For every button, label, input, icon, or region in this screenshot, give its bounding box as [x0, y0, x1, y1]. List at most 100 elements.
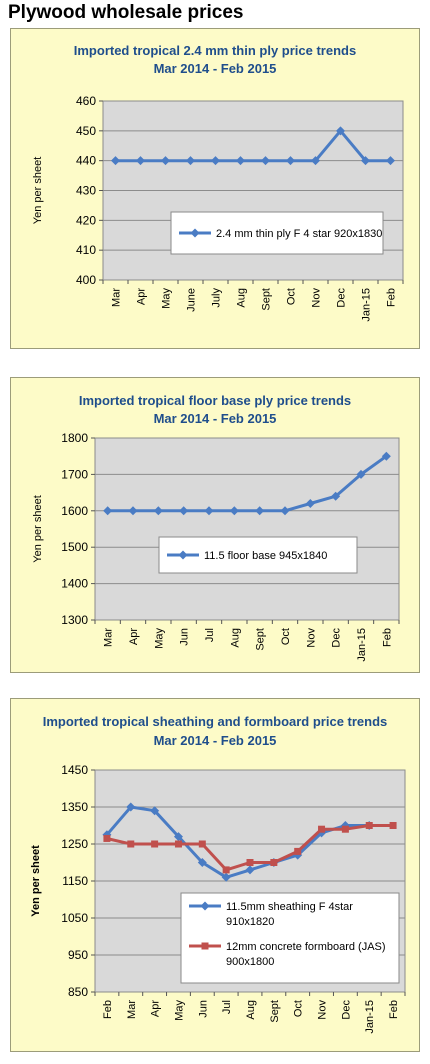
y-tick-label: 450	[76, 124, 96, 138]
data-point	[161, 156, 170, 166]
data-point	[150, 806, 160, 816]
x-tick-label: Nov	[305, 628, 317, 648]
x-tick-label: Feb	[388, 1000, 400, 1019]
chart-floor-base: Imported tropical floor base ply price t…	[32, 393, 400, 662]
chart-sheathing-formboard: Imported tropical sheathing and formboar…	[30, 714, 406, 1034]
data-point	[151, 840, 159, 848]
y-tick-label: 430	[76, 184, 96, 198]
x-tick-label: Sept	[261, 288, 273, 311]
data-point	[270, 859, 278, 866]
data-point	[136, 156, 145, 166]
legend-label: 11.5 floor base 945x1840	[204, 550, 327, 562]
data-point	[255, 506, 265, 516]
data-point	[361, 156, 370, 166]
legend-label: 11.5mm sheathing F 4star 910x1820	[226, 901, 353, 928]
x-tick-label: Feb	[386, 288, 398, 307]
data-point	[153, 506, 163, 516]
data-point	[386, 156, 395, 166]
y-tick-label: 1050	[61, 911, 88, 925]
y-tick-label: 1250	[61, 837, 88, 851]
legend-marker	[200, 901, 210, 911]
y-axis-label: Yen per sheet	[32, 495, 44, 562]
x-tick-label: Nov	[311, 288, 323, 308]
legend-label: 2.4 mm thin ply F 4 star 920x1830	[216, 228, 382, 240]
chart-title: Imported tropical floor base ply price t…	[79, 393, 351, 408]
data-point	[111, 156, 120, 166]
data-point	[128, 506, 138, 516]
x-tick-label: May	[173, 1000, 185, 1021]
chart-panel-thin-ply: Imported tropical 2.4 mm thin ply price …	[10, 28, 420, 349]
data-point	[179, 506, 189, 516]
chart-subtitle: Mar 2014 - Feb 2015	[154, 61, 277, 76]
data-point	[174, 840, 182, 848]
x-tick-label: Aug	[236, 288, 248, 308]
data-point	[204, 506, 214, 516]
plot-area	[94, 437, 400, 621]
chart-panel-floor-base: Imported tropical floor base ply price t…	[10, 377, 420, 673]
data-point	[341, 825, 349, 833]
data-point	[197, 858, 207, 867]
x-tick-label: Apr	[128, 628, 140, 645]
data-point	[336, 126, 345, 136]
data-point	[318, 825, 326, 833]
data-point	[293, 850, 303, 860]
x-tick-label: Oct	[286, 288, 298, 305]
x-tick-label: Dec	[336, 288, 348, 308]
x-tick-label: Feb	[381, 628, 393, 647]
series-line-1	[105, 805, 370, 879]
x-tick-label: Jul	[204, 628, 216, 642]
x-tick-label: Jan-15	[356, 628, 368, 662]
y-tick-label: 410	[76, 243, 96, 257]
y-tick-label: 400	[76, 273, 96, 287]
data-point	[103, 834, 111, 842]
legend-marker	[178, 550, 188, 560]
chart-subtitle: Mar 2014 - Feb 2015	[154, 411, 277, 426]
data-point	[286, 156, 295, 166]
legend-marker	[201, 942, 209, 950]
data-point	[186, 156, 195, 166]
data-point	[246, 859, 254, 866]
y-axis-label: Yen per sheet	[30, 845, 42, 917]
chart-title: Imported tropical sheathing and formboar…	[43, 714, 388, 729]
x-tick-label: Jun	[179, 628, 191, 646]
x-tick-label: June	[186, 288, 198, 312]
y-tick-label: 1400	[61, 577, 88, 591]
x-tick-label: Aug	[245, 1000, 257, 1020]
data-point	[261, 156, 270, 166]
data-point	[211, 156, 220, 166]
x-tick-label: Jun	[197, 1000, 209, 1018]
page-title: Plywood wholesale prices	[8, 2, 244, 23]
x-tick-label: Jan-15	[364, 1000, 376, 1034]
x-tick-label: Sept	[269, 1000, 281, 1023]
x-tick-label: Dec	[331, 628, 343, 648]
y-tick-label: 1700	[61, 467, 88, 481]
x-tick-label: Oct	[293, 1000, 305, 1017]
y-tick-label: 1300	[61, 613, 88, 627]
x-tick-label: Mar	[111, 288, 123, 307]
x-tick-label: Aug	[229, 628, 241, 648]
x-tick-label: Apr	[150, 1000, 162, 1017]
data-point	[221, 872, 231, 882]
data-point	[245, 865, 255, 875]
data-point	[229, 506, 239, 516]
data-point	[365, 822, 373, 829]
x-tick-label: May	[161, 288, 173, 309]
data-point	[127, 840, 135, 848]
legend-box	[180, 892, 400, 984]
y-tick-label: 950	[68, 948, 88, 962]
chart-title: Imported tropical 2.4 mm thin ply price …	[74, 43, 356, 58]
y-tick-label: 1500	[61, 540, 88, 554]
data-point	[331, 491, 341, 501]
legend-marker	[190, 228, 200, 238]
x-tick-label: July	[211, 288, 223, 308]
data-point	[356, 469, 366, 479]
data-point	[173, 832, 183, 842]
x-tick-label: May	[153, 628, 165, 649]
x-tick-label: Jan-15	[361, 288, 373, 322]
y-tick-label: 1450	[61, 763, 88, 777]
data-point	[294, 847, 302, 855]
y-tick-label: 1600	[61, 504, 88, 518]
y-tick-label: 1350	[61, 800, 88, 814]
data-point	[198, 840, 206, 848]
x-tick-label: Sept	[255, 628, 267, 651]
